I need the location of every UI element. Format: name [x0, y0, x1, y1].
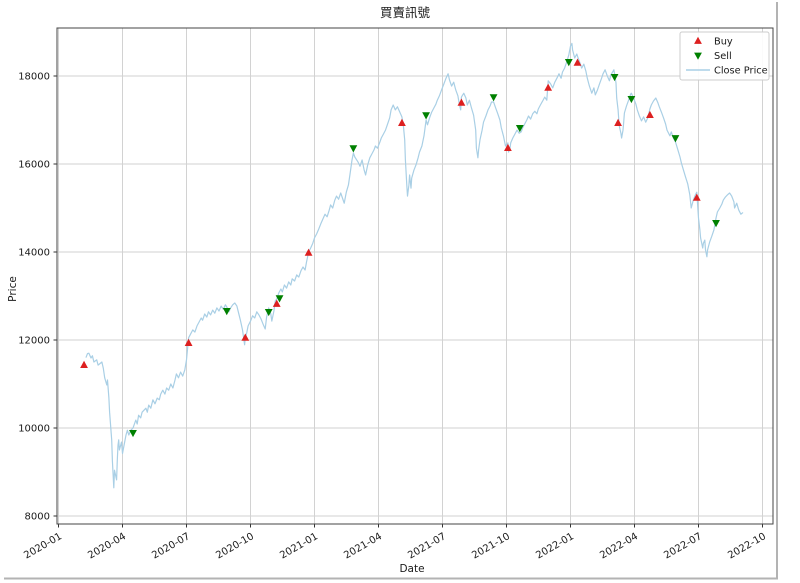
sell-marker — [564, 59, 573, 67]
sell-marker — [422, 112, 430, 120]
y-tick-label: 16000 — [18, 160, 50, 171]
buy-marker — [398, 118, 406, 126]
sell-marker — [515, 125, 524, 133]
x-axis-label: Date — [399, 563, 424, 575]
buy-marker — [457, 98, 466, 106]
y-tick-label: 14000 — [18, 248, 50, 259]
y-axis-label: Price — [7, 276, 19, 302]
sell-marker — [489, 94, 498, 102]
buy-marker — [614, 118, 622, 126]
buy-marker — [272, 299, 281, 307]
buy-marker — [544, 83, 553, 91]
buy-marker — [184, 338, 193, 346]
buy-marker — [504, 143, 512, 152]
buy-marker — [646, 110, 654, 119]
sell-marker — [627, 95, 636, 104]
y-tick-label: 18000 — [18, 72, 50, 83]
legend-buy-marker — [694, 36, 702, 44]
buy-marker — [241, 333, 250, 341]
y-tick-label: 12000 — [18, 336, 50, 347]
legend-item-label: Close Price — [714, 66, 768, 77]
axes-border — [56, 27, 774, 525]
buy-marker — [304, 248, 313, 256]
y-tick-label: 8000 — [25, 512, 50, 523]
close-price-line — [85, 42, 744, 489]
sell-marker — [610, 73, 619, 82]
legend: Buy Sell Close Price — [679, 31, 770, 81]
sell-marker — [222, 308, 231, 316]
buy-marker — [573, 58, 582, 66]
legend-box — [679, 31, 770, 81]
sell-marker — [671, 135, 680, 143]
sell-marker — [129, 429, 137, 438]
legend-item-label: Buy — [714, 37, 733, 48]
sell-marker — [264, 308, 273, 317]
sell-marker — [275, 295, 284, 303]
chart-title: 買賣訊號 — [380, 5, 431, 20]
sell-marker — [712, 220, 720, 228]
buy-marker — [692, 193, 701, 201]
legend-item-label: Sell — [714, 51, 732, 62]
buy-marker — [80, 360, 88, 368]
legend-sell-marker — [694, 52, 702, 60]
sell-marker — [349, 145, 358, 153]
y-tick-label: 10000 — [18, 424, 50, 435]
